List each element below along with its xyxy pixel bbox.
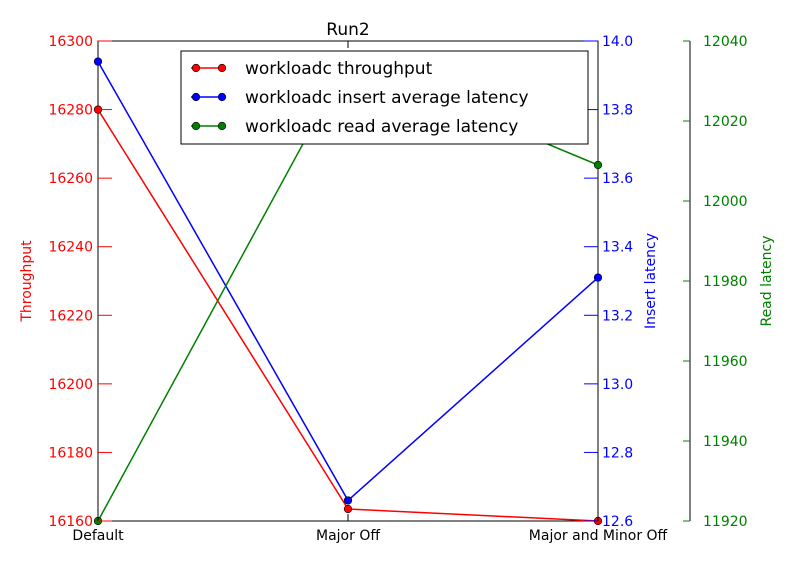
legend-marker	[191, 121, 201, 131]
legend-label: workloadc insert average latency	[245, 88, 529, 108]
far-right-axis-title: Read latency	[759, 235, 775, 326]
right-tick-label: 12.8	[602, 445, 633, 461]
legend-marker	[217, 63, 227, 73]
left-tick-label: 16200	[48, 377, 93, 393]
x-tick-label: Major Off	[316, 528, 380, 544]
chart-title: Run2	[326, 20, 369, 40]
right-tick-label: 13.4	[602, 240, 633, 256]
far-right-tick-label: 11980	[703, 274, 748, 290]
series-point-2	[93, 57, 103, 66]
far-right-tick-label: 11960	[703, 354, 748, 370]
right-axis-title: Insert latency	[643, 233, 659, 329]
right-tick-label: 13.2	[602, 308, 633, 324]
left-tick-label: 16260	[48, 171, 93, 187]
right-tick-label: 13.8	[602, 103, 633, 119]
right-tick-label: 12.6	[602, 514, 633, 530]
legend-marker	[191, 63, 201, 73]
legend-marker	[191, 92, 201, 102]
legend-marker	[217, 121, 227, 131]
far-right-tick-label: 12040	[703, 34, 748, 50]
right-tick-label: 13.6	[602, 171, 633, 187]
series-point-1	[343, 504, 353, 514]
right-tick-label: 13.0	[602, 377, 633, 393]
legend: workloadc throughput workloadc insert ave…	[180, 50, 589, 145]
legend-label: workloadc read average latency	[245, 117, 518, 137]
far-right-tick-label: 12000	[703, 194, 748, 210]
left-tick-label: 16220	[48, 308, 93, 324]
legend-label: workloadc throughput	[245, 59, 433, 79]
x-tick-label: Major and Minor Off	[529, 528, 668, 544]
right-tick-label: 14.0	[602, 34, 633, 50]
left-tick-label: 16160	[48, 514, 93, 530]
left-axis-title: Throughput	[19, 240, 35, 323]
left-tick-label: 16300	[48, 34, 93, 50]
far-right-tick-label: 11940	[703, 434, 748, 450]
series-point-2	[343, 496, 353, 505]
left-tick-label: 16240	[48, 240, 93, 256]
series-point-2	[593, 273, 603, 282]
far-right-tick-label: 12020	[703, 114, 748, 130]
far-right-tick-label: 11920	[703, 514, 748, 530]
legend-marker	[217, 92, 227, 102]
x-tick-label: Default	[72, 528, 124, 544]
left-tick-label: 16180	[48, 445, 93, 461]
series-point-3	[593, 160, 603, 170]
left-tick-label: 16280	[48, 103, 93, 119]
legend-box	[180, 50, 589, 145]
